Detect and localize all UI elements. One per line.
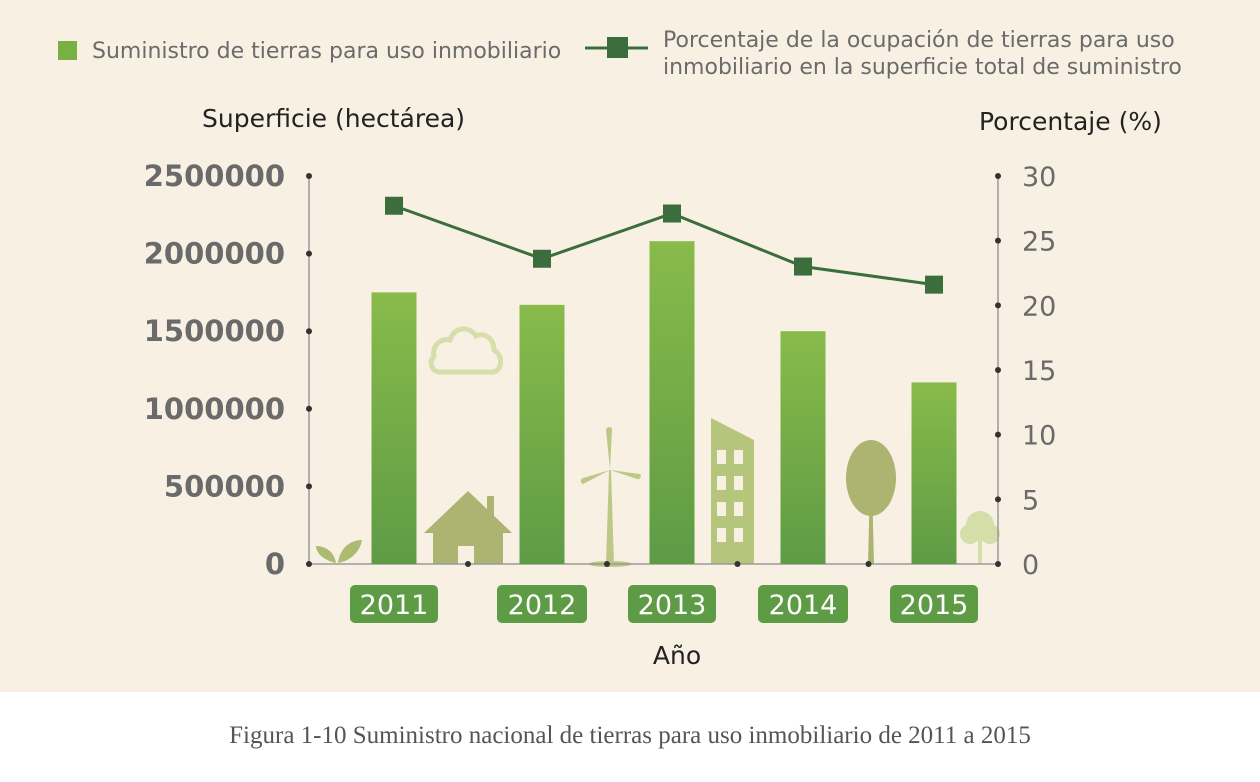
- line-marker-2012: [533, 249, 551, 268]
- bar-2013: [649, 241, 695, 564]
- y-left-tick-dot: [306, 250, 312, 257]
- y-right-tick-dot: [995, 367, 1001, 373]
- line-marker-2013: [663, 204, 681, 223]
- x-axis-dot: [604, 561, 610, 567]
- y-left-tick-label: 1500000: [144, 314, 285, 348]
- y-left-tick-label: 1000000: [144, 392, 285, 426]
- y-left-tick-label: 2500000: [144, 159, 285, 193]
- x-tick-label: 2014: [769, 590, 838, 621]
- legend-line-swatch-marker: [607, 37, 628, 58]
- y-right-tick-label: 10: [1022, 421, 1056, 452]
- bar-2011: [371, 292, 417, 564]
- year-badge-bg: [758, 585, 848, 623]
- legend: Suministro de tierras para uso inmobilia…: [58, 28, 1182, 80]
- year-badge-2011: 2011: [350, 585, 438, 623]
- figure-caption: Figura 1-10 Suministro nacional de tierr…: [229, 722, 1031, 749]
- y-left-tick-label: 2000000: [144, 237, 285, 271]
- y-right-tick-label: 30: [1022, 162, 1056, 193]
- x-axis-dot: [465, 561, 471, 567]
- y-axis-right-title: Porcentaje (%): [979, 107, 1162, 136]
- bush-icon: [960, 511, 1000, 564]
- y-right-tick-dot: [995, 561, 1001, 567]
- bar-2014: [780, 331, 826, 564]
- y-right-tick-label: 5: [1022, 485, 1039, 516]
- line-marker-2014: [794, 257, 812, 276]
- y-left-tick-label: 500000: [164, 469, 285, 503]
- legend-bar-swatch: [58, 41, 77, 60]
- y-right-tick-dot: [995, 173, 1001, 179]
- cloud-icon: [428, 326, 503, 375]
- axes: 0 500000 1000000 1500000 2000000 2500000 0 5 10…: [144, 159, 1057, 581]
- bar-2012: [519, 304, 565, 564]
- y-right-tick-dot: [995, 302, 1001, 309]
- x-axis-dots: [465, 561, 872, 567]
- y-right-tick-dot: [995, 496, 1001, 503]
- bar-2015: [911, 382, 957, 564]
- y-axis-left-title: Superficie (hectárea): [202, 104, 465, 133]
- building-icon: [711, 418, 754, 564]
- legend-bar-label: Suministro de tierras para uso inmobilia…: [92, 39, 561, 64]
- legend-line-label-2: inmobiliario en la superficie total de s…: [663, 55, 1182, 80]
- y-right-tick-label: 0: [1022, 550, 1039, 581]
- y-right-tick-label: 20: [1022, 291, 1056, 322]
- year-badge-bg: [890, 585, 978, 623]
- wind-turbine-icon: [580, 427, 641, 567]
- year-badge-2013: 2013: [628, 585, 716, 623]
- sprout-icon: [316, 540, 362, 563]
- year-badge-2015: 2015: [890, 585, 978, 623]
- y-right-tick-label: 25: [1022, 227, 1056, 258]
- x-axis-dot: [865, 561, 872, 567]
- y-axis-right-ticks: 0 5 10 15 20 25 30: [995, 162, 1056, 581]
- chart-svg: Suministro de tierras para uso inmobilia…: [58, 28, 1182, 670]
- y-right-tick-dot: [995, 237, 1001, 244]
- y-left-tick-dot: [306, 328, 312, 335]
- x-tick-label: 2013: [638, 590, 707, 621]
- x-axis-tick-labels: 2011 2012 2013 2014 2015: [350, 585, 978, 623]
- y-axis-left-ticks: 0 500000 1000000 1500000 2000000 2500000: [144, 159, 312, 581]
- chart-panel: Suministro de tierras para uso inmobilia…: [0, 0, 1260, 692]
- x-tick-label: 2012: [508, 590, 577, 621]
- y-left-tick-dot: [306, 173, 312, 179]
- y-left-tick-label: 0: [265, 547, 285, 581]
- bar-series: [371, 241, 957, 564]
- year-badge-2012: 2012: [497, 585, 587, 623]
- x-tick-label: 2015: [900, 590, 969, 621]
- y-right-tick-label: 15: [1022, 356, 1056, 387]
- x-axis-title: Año: [653, 641, 701, 670]
- y-left-tick-dot: [306, 561, 312, 567]
- line-marker-2011: [385, 196, 403, 215]
- line-marker-2015: [925, 275, 943, 294]
- year-badge-2014: 2014: [758, 585, 848, 623]
- line-series: [385, 196, 943, 294]
- y-left-tick-dot: [306, 483, 312, 490]
- house-icon: [424, 491, 512, 564]
- year-badge-bg: [628, 585, 716, 623]
- y-right-tick-dot: [995, 431, 1001, 438]
- year-badge-bg: [350, 585, 438, 623]
- year-badge-bg: [497, 585, 587, 623]
- x-tick-label: 2011: [360, 590, 429, 621]
- legend-line-label-1: Porcentaje de la ocupación de tierras pa…: [663, 28, 1175, 53]
- decor-illustrations: [316, 326, 1000, 567]
- x-axis-dot: [734, 561, 741, 567]
- y-left-tick-dot: [306, 405, 312, 412]
- tree-icon: [846, 440, 896, 564]
